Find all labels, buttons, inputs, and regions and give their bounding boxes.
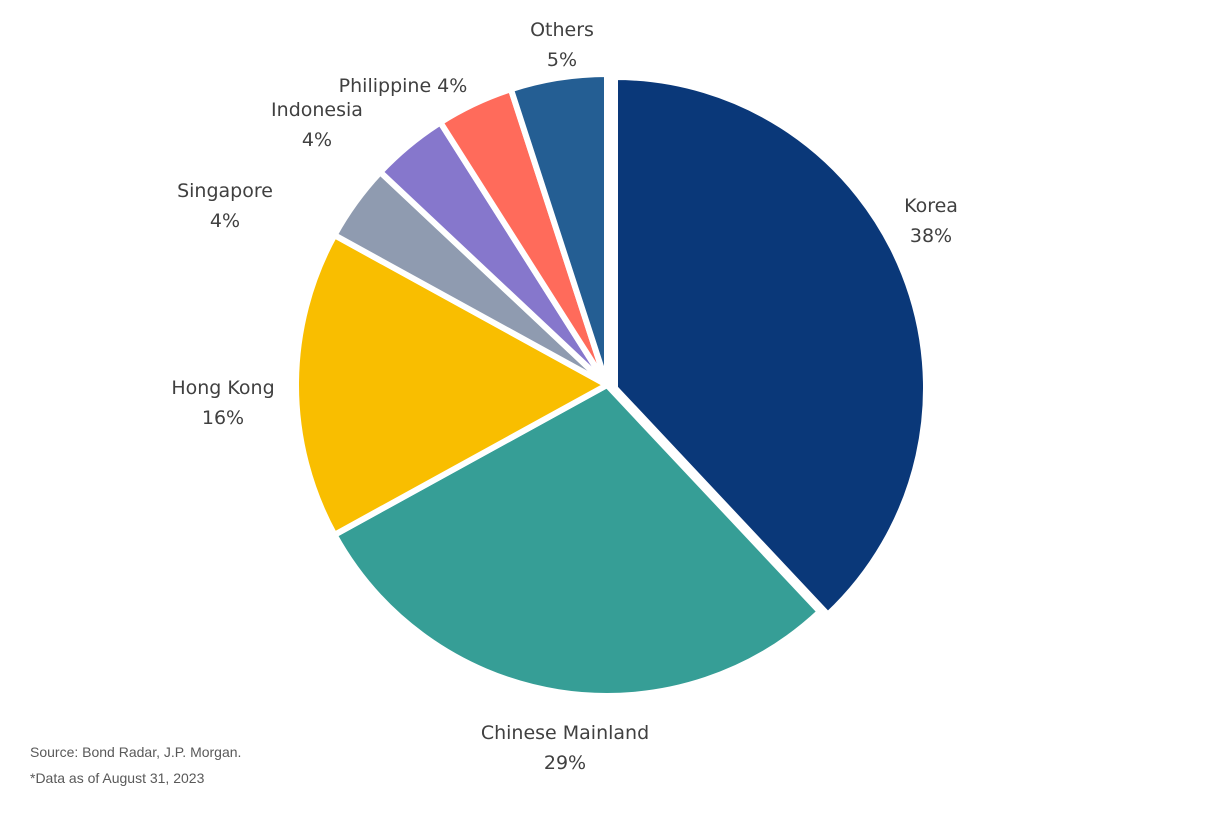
slice-label-chinese-mainland: Chinese Mainland 29% (481, 722, 649, 774)
slice-name: Others (530, 19, 594, 41)
slice-label-hong-kong: Hong Kong 16% (171, 377, 274, 429)
pie-slice-others (507, 71, 610, 388)
slice-label-singapore: Singapore 4% (177, 180, 273, 232)
slice-value: 16% (202, 407, 244, 429)
slice-value: 29% (544, 752, 586, 774)
pie-slice-chinese-mainland (331, 382, 823, 699)
slice-label-indonesia: Indonesia 4% (271, 99, 363, 151)
source-note: Source: Bond Radar, J.P. Morgan. (30, 744, 242, 760)
slice-name: Hong Kong (171, 377, 274, 399)
slice-value: 5% (547, 49, 577, 71)
pie-slice-korea (612, 74, 929, 618)
slice-name: Singapore (177, 180, 273, 202)
slice-label-others: Others 5% (530, 19, 594, 71)
slice-label-philippine: Philippine 4% (339, 75, 468, 97)
pie-slice-hong-kong (293, 232, 610, 538)
slice-label-korea: Korea 38% (904, 195, 958, 247)
slice-name: Chinese Mainland (481, 722, 649, 744)
slice-value: 4% (302, 129, 332, 151)
slice-name: Korea (904, 195, 958, 217)
date-note: *Data as of August 31, 2023 (30, 770, 205, 786)
slice-value: 4% (210, 210, 240, 232)
slice-name: Indonesia (271, 99, 363, 121)
slice-value: 38% (910, 225, 952, 247)
